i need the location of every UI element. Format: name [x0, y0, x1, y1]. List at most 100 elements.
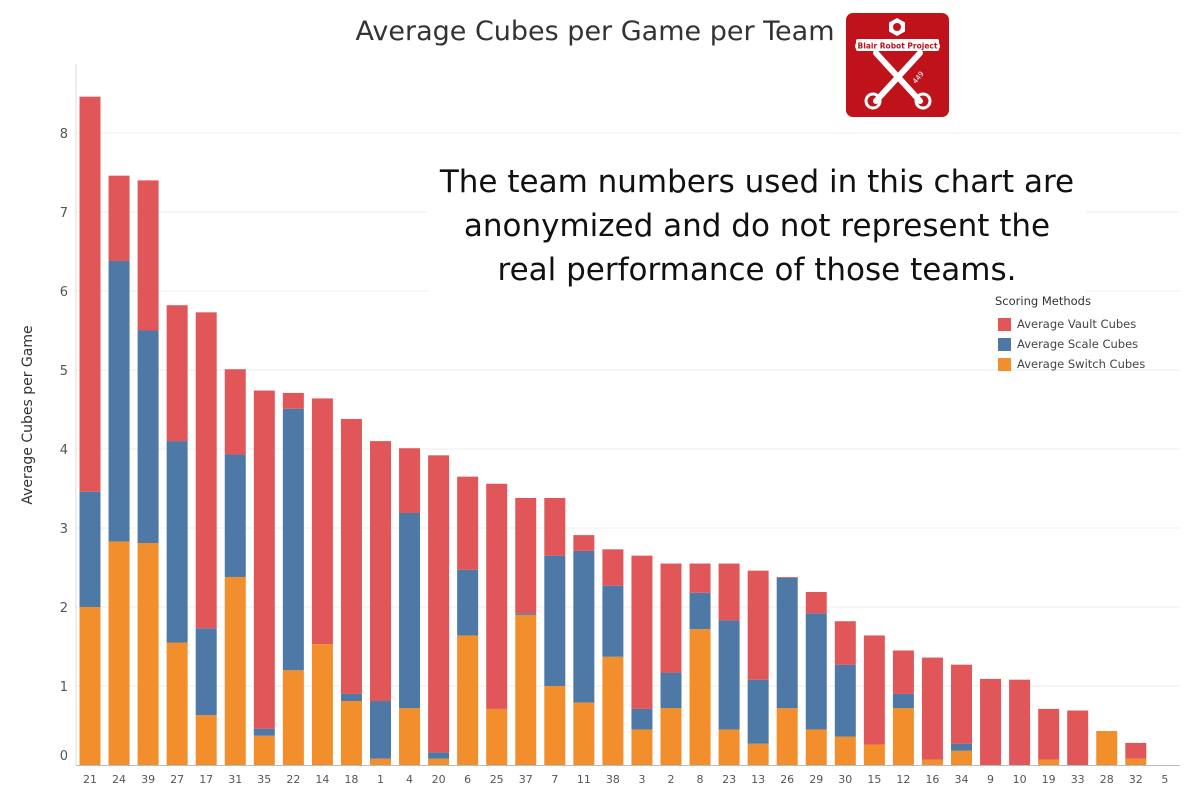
bar-segment: [602, 585, 624, 657]
bar-segment: [166, 305, 188, 442]
team-logo: Blair Robot Project 449: [846, 13, 949, 117]
bar-segment: [1067, 710, 1089, 765]
bar-segment: [79, 491, 101, 607]
legend-label-scale: Average Scale Cubes: [1017, 337, 1139, 351]
y-tick-label: 1: [60, 680, 68, 695]
bar-segment: [282, 392, 304, 409]
legend-swatch-vault: [998, 317, 1011, 331]
bar-segment: [1009, 679, 1031, 765]
bar-segment: [689, 563, 711, 593]
x-tick-label: 18: [344, 773, 358, 786]
bar-segment: [399, 448, 421, 513]
bar-segment: [834, 664, 856, 737]
bar-segment: [399, 708, 421, 765]
bar-segment: [660, 708, 682, 765]
bar-segment: [340, 693, 362, 702]
x-tick-label: 22: [286, 773, 300, 786]
bar-segment: [370, 758, 391, 765]
bar-segment: [486, 483, 508, 709]
x-tick-label: 19: [1042, 773, 1056, 786]
bar-segment: [224, 454, 246, 577]
x-tick-label: 5: [1161, 773, 1168, 786]
bar-segment: [863, 635, 885, 745]
x-tick-label: 33: [1071, 773, 1085, 786]
bar-segment: [718, 620, 740, 730]
bar-segment: [980, 678, 1002, 765]
legend-item-scale: Average Scale Cubes: [995, 334, 1145, 354]
x-tick-label: 30: [838, 773, 852, 786]
bar-segment: [689, 629, 711, 765]
x-tick-label: 15: [867, 773, 881, 786]
y-tick-label: 7: [60, 206, 68, 221]
bar-segment: [253, 735, 275, 765]
x-tick-label: 16: [925, 773, 939, 786]
x-tick-label: 23: [722, 773, 736, 786]
y-tick-label: 4: [60, 443, 68, 458]
bar-segment: [137, 180, 159, 331]
bar-segment: [689, 592, 711, 630]
x-tick-label: 3: [638, 773, 645, 786]
bar-series: [79, 96, 1147, 765]
bar-segment: [79, 96, 101, 492]
x-tick-label: 12: [896, 773, 910, 786]
bar-segment: [573, 702, 595, 765]
bar-segment: [137, 330, 159, 544]
legend-label-vault: Average Vault Cubes: [1017, 317, 1137, 331]
bar-segment: [166, 441, 188, 643]
bar-segment: [340, 701, 362, 765]
bar-segment: [602, 549, 624, 586]
y-tick-label: 0: [60, 749, 68, 764]
bar-segment: [805, 591, 827, 614]
legend-item-switch: Average Switch Cubes: [995, 354, 1145, 374]
bar-segment: [834, 621, 856, 665]
x-tick-label: 31: [228, 773, 242, 786]
x-tick-label: 37: [519, 773, 533, 786]
bar-segment: [544, 686, 566, 765]
bar-segment: [166, 642, 188, 765]
bar-segment: [282, 408, 304, 671]
chart-title: Average Cubes per Game per Team: [355, 16, 835, 47]
bar-segment: [951, 750, 972, 765]
x-tick-label: 10: [1013, 773, 1027, 786]
y-tick-label: 5: [60, 364, 68, 379]
x-tick-label: 20: [432, 773, 446, 786]
notice-line: The team numbers used in this chart are: [439, 164, 1075, 200]
bar-segment: [573, 535, 595, 551]
bar-segment: [805, 729, 827, 765]
bar-segment: [515, 497, 537, 614]
x-tick-label: 1: [377, 773, 384, 786]
x-tick-label: 8: [697, 773, 704, 786]
bar-segment: [224, 576, 246, 765]
y-tick-label: 3: [60, 522, 68, 537]
x-tick-label: 2: [668, 773, 675, 786]
bar-segment: [660, 672, 682, 709]
legend-label-switch: Average Switch Cubes: [1017, 357, 1146, 371]
bar-segment: [1038, 708, 1060, 760]
y-tick-label: 2: [60, 601, 68, 616]
y-tick-label: 8: [60, 127, 68, 142]
x-tick-label: 17: [199, 773, 213, 786]
bar-segment: [195, 312, 217, 629]
bar-segment: [834, 736, 856, 765]
x-tick-label: 35: [257, 773, 271, 786]
bar-segment: [486, 708, 508, 765]
x-tick-label: 14: [315, 773, 329, 786]
bar-segment: [253, 390, 275, 729]
bar-segment: [1125, 758, 1147, 765]
bar-segment: [515, 613, 537, 615]
legend-item-vault: Average Vault Cubes: [995, 314, 1145, 334]
bar-segment: [108, 260, 130, 542]
legend-swatch-scale: [998, 337, 1011, 351]
bar-segment: [892, 708, 914, 765]
bar-segment: [863, 744, 885, 765]
bar-segment: [282, 670, 304, 765]
bar-segment: [951, 743, 972, 751]
bar-segment: [747, 679, 769, 744]
bar-segment: [457, 635, 479, 765]
x-tick-label: 24: [112, 773, 126, 786]
anonymization-notice: The team numbers used in this chart are …: [428, 160, 1086, 292]
x-tick-label: 13: [751, 773, 765, 786]
x-tick-label: 4: [406, 773, 413, 786]
notice-line: anonymized and do not represent the: [463, 208, 1051, 244]
